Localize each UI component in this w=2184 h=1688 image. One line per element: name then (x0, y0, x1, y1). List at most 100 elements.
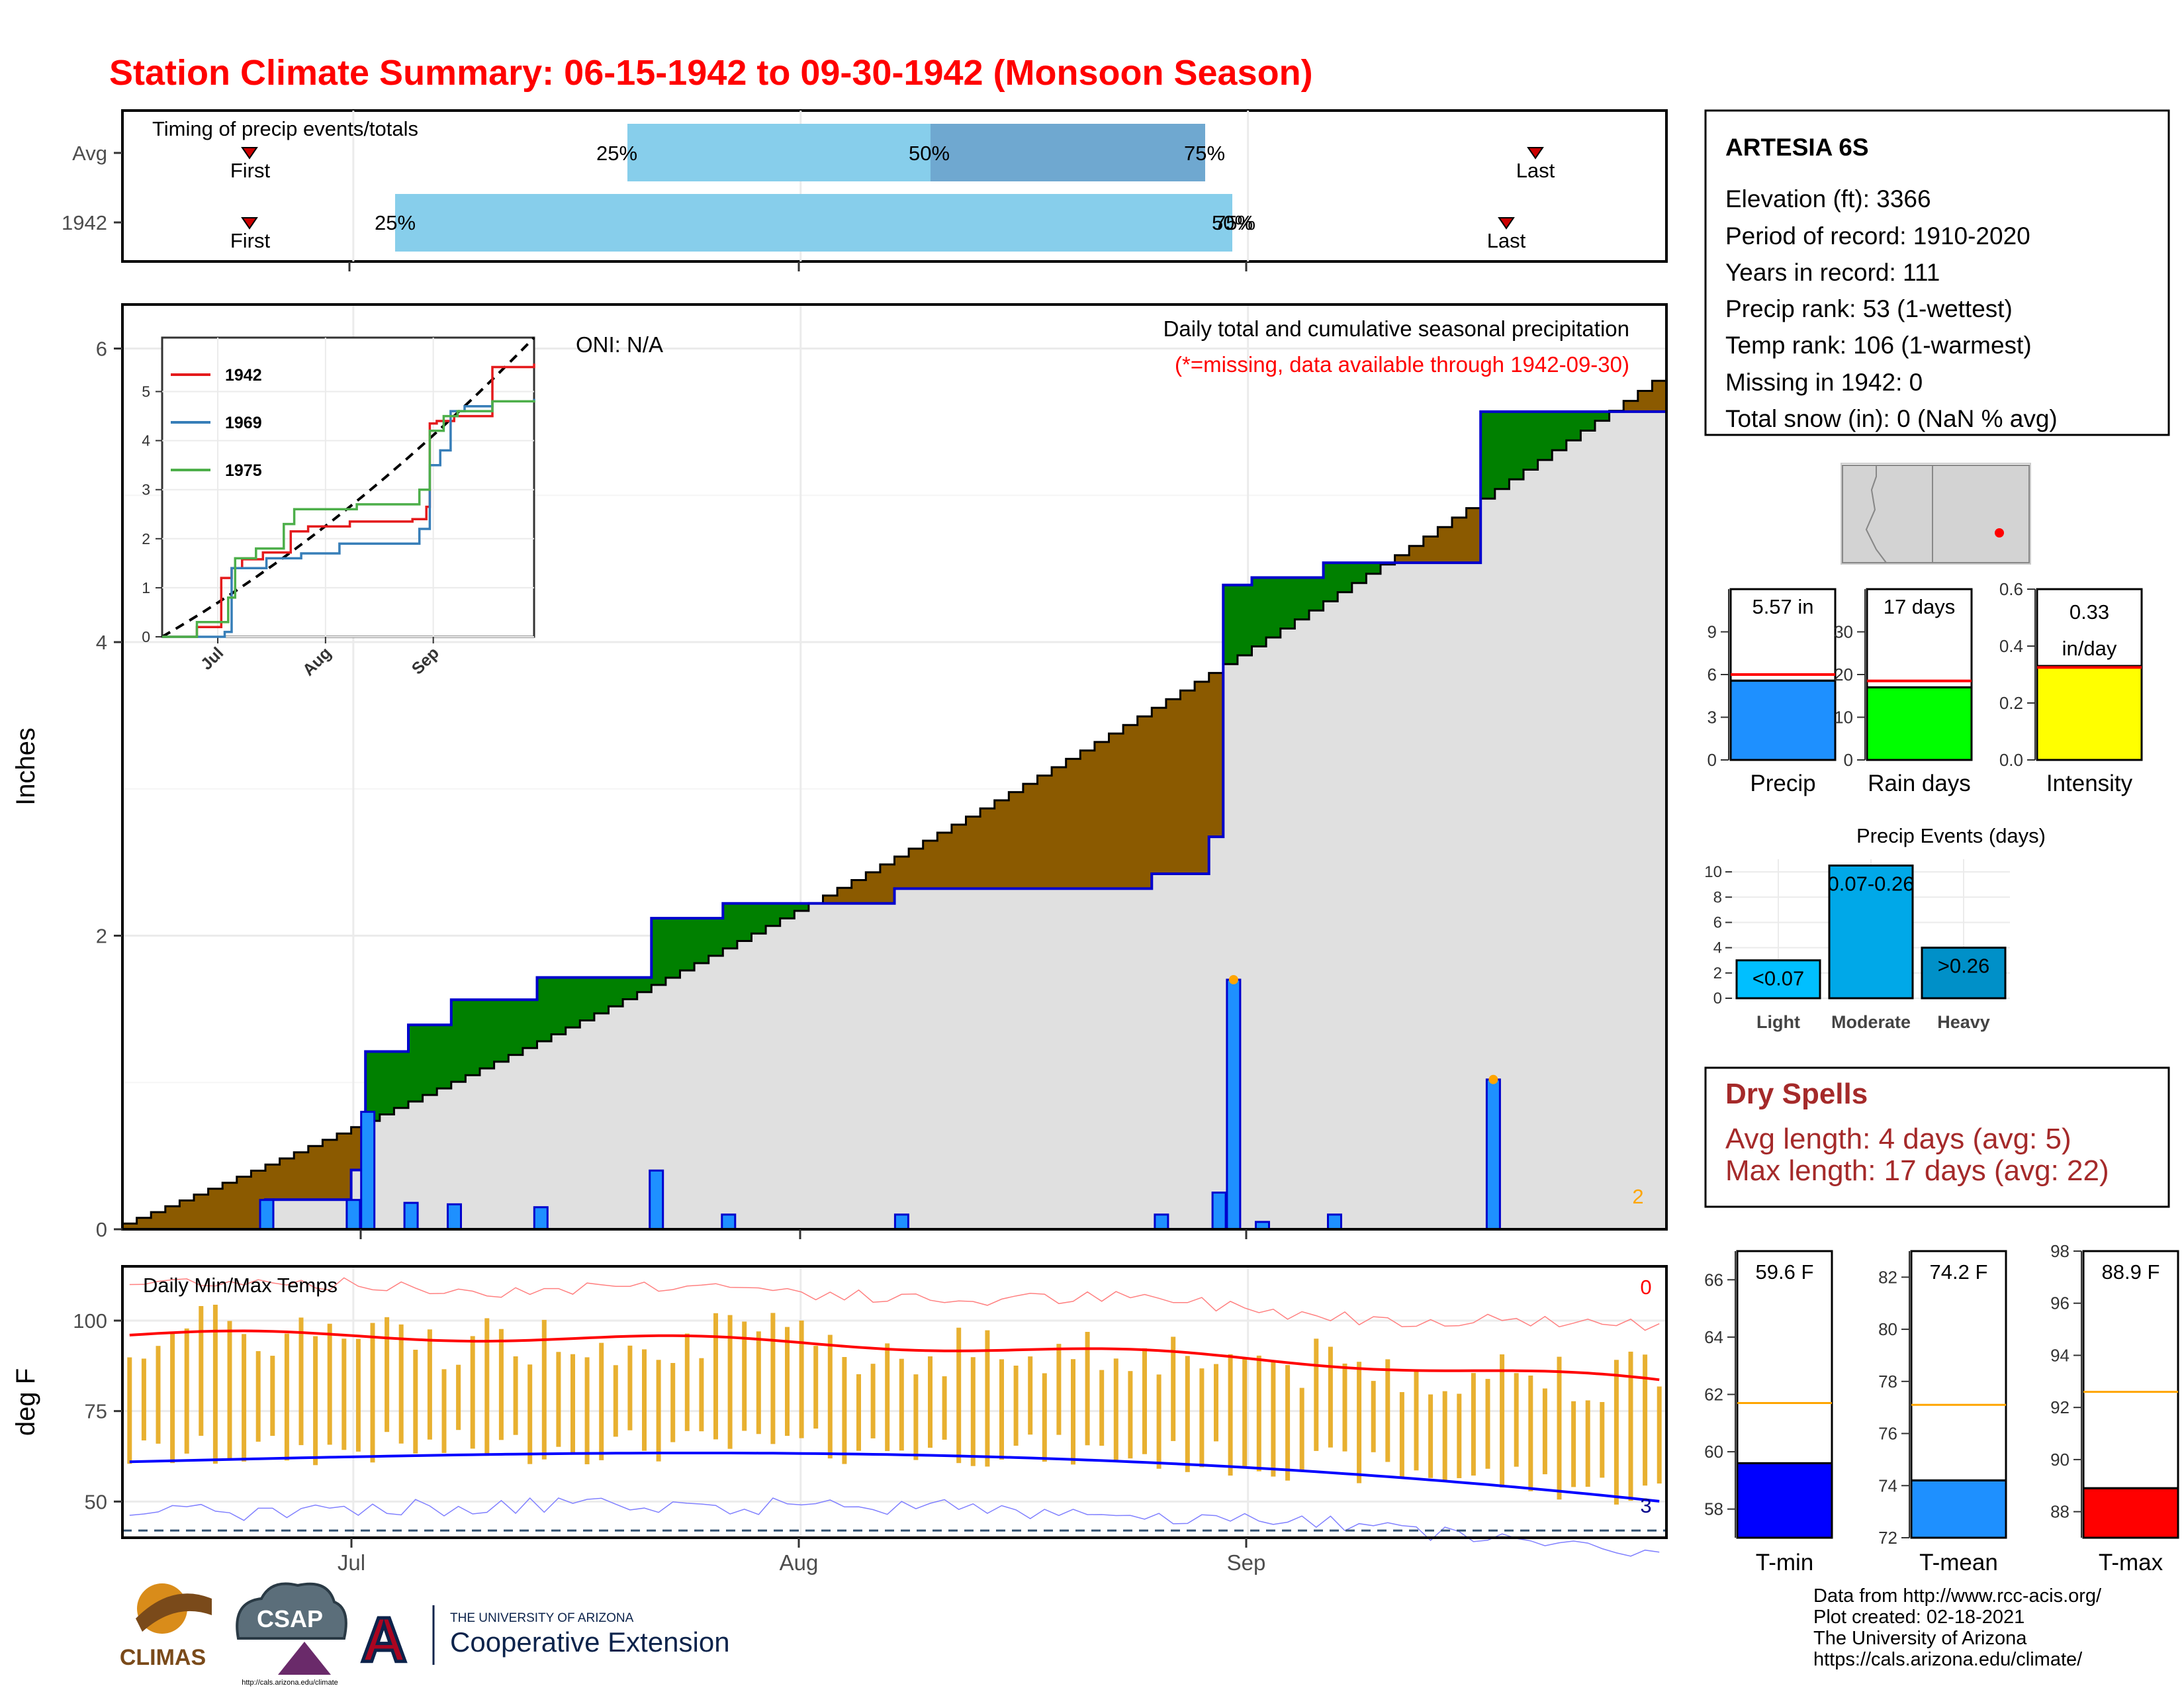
temp-panel-label: Daily Min/Max Temps (143, 1274, 338, 1297)
locator-map (1841, 463, 2031, 565)
tsum-bar-frame-1 (1910, 1250, 2007, 1481)
summary-bar-frame-1 (1866, 588, 1973, 688)
daily-precip-marker-14 (1488, 1074, 1498, 1084)
events-bar-name-0: Light (1756, 1012, 1800, 1032)
events-ytick-label-2: 4 (1713, 939, 1722, 957)
events-ytick-label-0: 0 (1713, 990, 1722, 1008)
temp-daily-bar-30 (556, 1352, 561, 1447)
temp-daily-bar-44 (756, 1331, 761, 1434)
timing-1942-p50: 50% (1212, 211, 1253, 234)
inset-series-1969 (162, 399, 535, 638)
daily-precip-bar-1 (345, 1199, 361, 1231)
inset-legend-1975: 1975 (225, 461, 262, 480)
temp-daily-bar-18 (385, 1317, 390, 1432)
tsum-1-tick-label-2: 76 (1878, 1424, 1897, 1444)
temp-daily-bar-8 (242, 1334, 247, 1462)
temp-daily-bar-74 (1185, 1356, 1190, 1472)
tsum-bar-label-0: 59.6 F (1756, 1260, 1814, 1284)
temp-ytick-label-2: 100 (73, 1309, 107, 1333)
inset-ytick-label-0: 0 (142, 628, 150, 645)
events-bar-label-0: <0.07 (1752, 967, 1804, 990)
summary-0-tick-label-1: 3 (1707, 708, 1717, 727)
timing-1942-last-label: Last (1487, 229, 1526, 252)
tsum-1-tick-label-3: 78 (1878, 1372, 1897, 1391)
summary-2-tick-label-3: 0.6 (1999, 579, 2023, 599)
precip-ytick-label-3: 6 (96, 338, 107, 361)
station-snow: Total snow (in): 0 (NaN % avg) (1725, 405, 2058, 432)
temp-gridlines (122, 1266, 1666, 1538)
ua-logo: A THE UNIVERSITY OF ARIZONA Cooperative … (359, 1603, 730, 1677)
station-location-marker (1995, 528, 2004, 538)
temp-daily-bar-25 (484, 1318, 490, 1456)
temp-daily-bar-32 (584, 1357, 590, 1464)
inset-ytick-label-1: 1 (142, 579, 150, 596)
csap-logo-text: CSAP (257, 1605, 323, 1632)
tsum-1-tick-label-5: 82 (1878, 1267, 1897, 1287)
temp-daily-bar-22 (441, 1369, 447, 1453)
temp-daily-bar-88 (1385, 1359, 1390, 1462)
tsum-bar-1 (1910, 1479, 2007, 1539)
temp-daily-bar-106 (1643, 1354, 1648, 1486)
daily-precip-bar-0 (259, 1199, 275, 1231)
tsum-bar-frame-2 (2082, 1250, 2179, 1489)
events-bar-name-1: Moderate (1831, 1012, 1911, 1032)
events-bar-label-1: 0.07-0.26 (1828, 872, 1915, 896)
temp-daily-bar-80 (1271, 1362, 1276, 1477)
precip-daily-bars (259, 975, 1501, 1231)
summary-bar-label-0: 5.57 in (1752, 595, 1813, 618)
events-ytick-label-5: 10 (1704, 863, 1722, 881)
temp-daily-bar-12 (298, 1317, 304, 1446)
temp-daily-bar-85 (1342, 1363, 1347, 1452)
inset-ytick-label-5: 5 (142, 383, 150, 400)
temp-record-high-line (129, 1277, 1660, 1331)
station-name: ARTESIA 6S (1725, 134, 1869, 161)
precip-avg-cumulative-line (122, 379, 1666, 1225)
summary-bar-label-1: 17 days (1884, 595, 1956, 618)
tsum-bar-0 (1736, 1462, 1833, 1539)
temp-daily-bar-79 (1256, 1355, 1261, 1472)
daily-precip-bar-14 (1485, 1078, 1501, 1231)
dry-spells-avg: Avg length: 4 days (avg: 5) (1725, 1123, 2071, 1155)
precip-events-content: 0 2 4 6 8 10 <0.07 Light 0.07-0.26 Moderate >0.26 H… (1704, 859, 2010, 1032)
temp-daily-bar-36 (642, 1349, 647, 1451)
timing-1942-p25: 25% (375, 211, 416, 234)
events-ytick-label-1: 2 (1713, 964, 1722, 982)
temp-daily-bar-1 (141, 1358, 146, 1440)
temp-daily-bar-26 (498, 1329, 504, 1440)
temp-daily-bar-100 (1557, 1356, 1562, 1500)
temp-daily-bar-51 (856, 1374, 861, 1451)
temp-daily-bar-2 (156, 1346, 161, 1444)
tsum-2-tick-label-0: 88 (2050, 1502, 2070, 1522)
timing-1942-p75: 75% (1214, 211, 1255, 234)
temp-series (122, 1277, 1666, 1557)
climas-logo-swoosh (136, 1593, 212, 1632)
summary-bar-2 (2036, 665, 2143, 761)
timing-avg-last-label: Last (1516, 159, 1555, 182)
temp-daily-bar-87 (1371, 1381, 1376, 1452)
precip-corner-count: 2 (1632, 1185, 1643, 1208)
csap-logo: CSAP http://cals.arizona.edu/climate (236, 1582, 347, 1687)
temp-panel-bg (122, 1266, 1666, 1538)
events-bar-0 (1735, 959, 1821, 1000)
temp-daily-bar-16 (355, 1338, 361, 1452)
summary-1-tick-label-2: 20 (1834, 665, 1853, 684)
station-temp-rank: Temp rank: 106 (1-warmest) (1725, 332, 2032, 359)
daily-precip-bar-7 (721, 1213, 737, 1231)
csap-logo-cloud (236, 1582, 347, 1640)
temp-daily-bar-102 (1585, 1400, 1590, 1487)
temp-daily-bar-48 (813, 1346, 819, 1429)
tsum-0-tick-label-2: 62 (1704, 1385, 1723, 1405)
climas-logo: CLIMAS (120, 1583, 212, 1670)
dry-spells-box: Dry Spells Avg length: 4 days (avg: 5) M… (1704, 1066, 2170, 1208)
timing-1942-last-marker (1498, 217, 1515, 230)
timing-avg-p75: 75% (1184, 142, 1225, 165)
precip-panel-frame (121, 303, 1668, 1231)
temp-daily-bar-68 (1099, 1370, 1105, 1446)
temp-daily-bar-60 (985, 1330, 990, 1467)
temp-daily-bar-14 (327, 1323, 332, 1445)
ua-logo-small: THE UNIVERSITY OF ARIZONA (450, 1611, 634, 1625)
map-texas (1932, 465, 2030, 563)
summary-bar-0 (1729, 679, 1837, 761)
temp-daily-bar-41 (713, 1313, 718, 1440)
temp-daily-bar-21 (427, 1329, 432, 1440)
